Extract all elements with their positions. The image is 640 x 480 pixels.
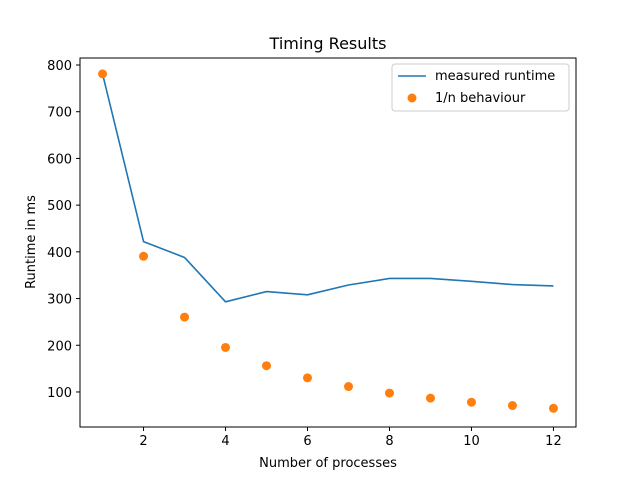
data-point-1-n-behaviour: [139, 251, 149, 261]
x-axis: 2 4 6 8 10 12: [139, 427, 562, 449]
data-point-1-n-behaviour: [303, 373, 312, 383]
y-tick-label: 100: [47, 386, 72, 401]
x-tick-label: 6: [303, 434, 311, 449]
legend-label-1-n-behaviour: 1/n behaviour: [435, 91, 526, 106]
legend-label-measured-runtime: measured runtime: [435, 69, 555, 84]
y-tick-label: 200: [47, 339, 72, 354]
data-point-1-n-behaviour: [425, 393, 435, 403]
axes-frame: [79, 57, 577, 428]
data-point-1-n-behaviour: [180, 312, 190, 322]
x-tick-label: 2: [139, 434, 147, 449]
x-tick-label: 8: [385, 434, 393, 449]
data-point-1-n-behaviour: [344, 382, 353, 392]
data-point-1-n-behaviour: [466, 397, 476, 407]
data-point-1-n-behaviour: [507, 401, 517, 411]
x-tick-label: 12: [545, 434, 562, 449]
plot-background: [80, 58, 576, 427]
data-point-1-n-behaviour: [262, 361, 272, 371]
x-tick-label: 4: [221, 434, 229, 449]
data-point-1-n-behaviour: [221, 342, 231, 352]
x-tick-label: 10: [463, 434, 480, 449]
data-point-1-n-behaviour: [548, 403, 558, 413]
y-tick-label: 300: [47, 293, 72, 308]
data-point-1-n-behaviour: [98, 69, 108, 79]
y-tick-label: 700: [47, 106, 72, 121]
y-axis-title: Runtime in ms: [24, 195, 39, 289]
chart-title: Timing Results: [269, 34, 387, 53]
legend: measured runtime 1/n behaviour: [391, 63, 570, 112]
y-tick-label: 800: [47, 59, 72, 74]
y-tick-label: 500: [47, 199, 72, 214]
plot-area: [79, 57, 577, 428]
x-axis-title: Number of processes: [259, 456, 397, 471]
points-layer: [98, 69, 558, 413]
lines-layer: [101, 73, 554, 303]
y-tick-label: 400: [47, 246, 72, 261]
series-line-measured-runtime: [101, 73, 554, 303]
legend-box: [391, 63, 570, 112]
y-tick-label: 600: [47, 152, 72, 167]
y-axis: 100 200 300 400 500 600 700 800: [47, 59, 80, 401]
legend-point-marker: [407, 93, 417, 103]
data-point-1-n-behaviour: [384, 388, 394, 398]
